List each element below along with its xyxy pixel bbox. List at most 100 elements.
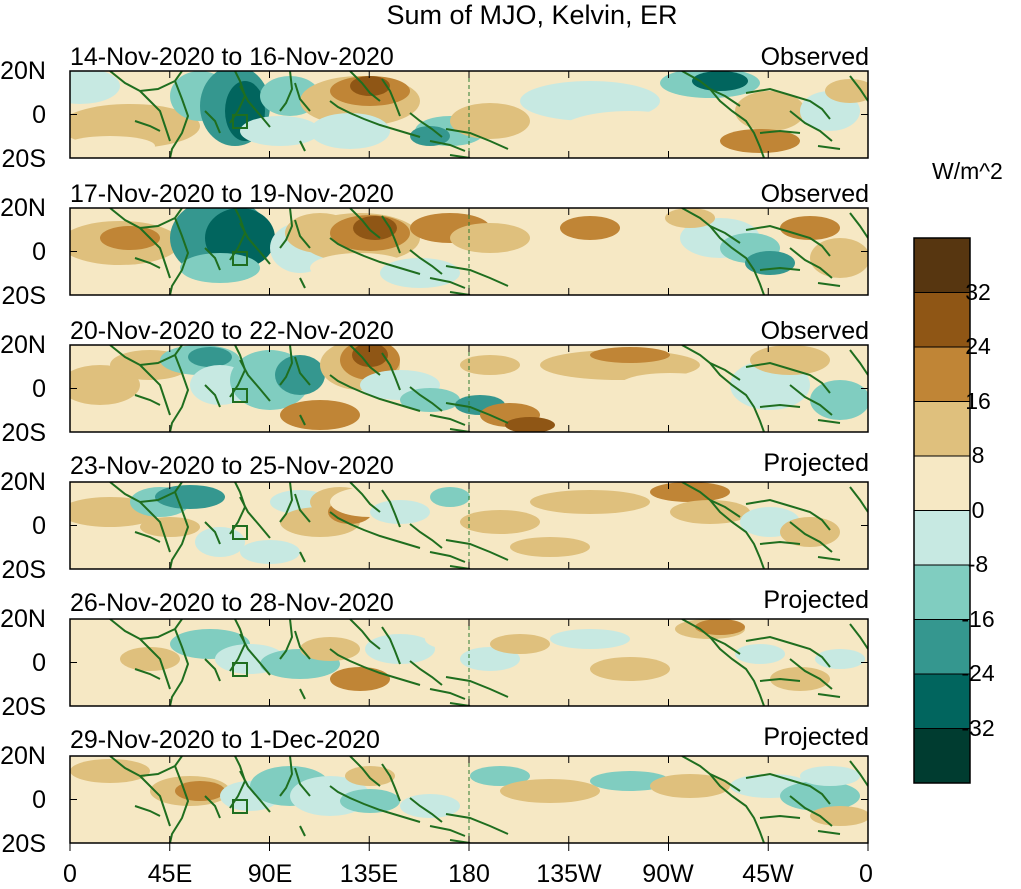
colorbar-label: -8 [967, 551, 989, 577]
anomaly-blob [780, 216, 840, 240]
lat-label-0: 0 [32, 375, 46, 403]
colorbar-swatch [913, 455, 971, 511]
anomaly-blob [460, 355, 520, 375]
colorbar-label: 16 [965, 388, 991, 414]
figure-title: Sum of MJO, Kelvin, ER [386, 0, 678, 30]
anomaly-blob [490, 634, 550, 654]
anomaly-blob [560, 216, 620, 240]
anomaly-blob [560, 111, 700, 151]
anomaly-blob [70, 71, 120, 104]
anomaly-blob [450, 223, 530, 253]
panel-5-status: Projected [763, 586, 869, 614]
anomaly-blob [330, 667, 390, 691]
colorbar-label: 8 [971, 442, 985, 468]
colorbar-swatch [913, 728, 971, 784]
colorbar-label: -32 [961, 715, 995, 741]
anomaly-blob [120, 647, 180, 671]
anomaly-blob [735, 91, 805, 131]
coastlines [109, 208, 868, 295]
anomaly-blob [175, 781, 225, 801]
anomaly-blob [460, 647, 520, 671]
anomaly-blob [620, 373, 720, 397]
lat-label-20s: 20S [1, 693, 46, 721]
colorbar-label: 0 [971, 497, 985, 523]
anomaly-blob [530, 490, 650, 514]
lat-label-20s: 20S [1, 830, 46, 858]
anomaly-blob [590, 347, 670, 363]
anomaly-blob [280, 400, 360, 430]
lon-label-90w: 90W [642, 860, 694, 888]
map-panel-5 [69, 618, 869, 707]
lat-label-0: 0 [32, 786, 46, 814]
coastlines [109, 482, 868, 569]
anomaly-blob [815, 497, 865, 517]
panel-4-status: Projected [763, 449, 869, 477]
lon-label-90e: 90E [247, 860, 293, 888]
anomaly-blob [340, 789, 400, 813]
anomaly-blob [425, 629, 475, 649]
panel-4-dates: 23-Nov-2020 to 25-Nov-2020 [70, 452, 394, 480]
coastlines [109, 619, 868, 706]
anomaly-blob [275, 355, 325, 395]
anomaly-blob [735, 644, 785, 664]
lon-label-45e: 45E [147, 860, 193, 888]
anomaly-blob [665, 208, 715, 228]
anomaly-blob [400, 388, 460, 412]
anomaly-blob [205, 208, 275, 268]
anomaly-blob [650, 774, 730, 798]
anomaly-blob [352, 345, 388, 367]
lat-label-20s: 20S [1, 556, 46, 584]
anomaly-blob [810, 380, 868, 420]
lat-label-20n: 20N [0, 468, 46, 496]
lat-label-20n: 20N [0, 742, 46, 770]
anomaly-blob [345, 766, 395, 786]
colorbar-label: 32 [965, 279, 991, 305]
anomaly-blob [570, 243, 690, 273]
anomaly-blob [410, 126, 450, 146]
lon-label-0: 0 [63, 860, 77, 888]
map-panel-4 [69, 481, 869, 570]
colorbar-units: W/m^2 [932, 158, 1003, 184]
anomaly-blob [140, 517, 200, 537]
anomaly-blob [460, 510, 540, 534]
anomaly-blob [188, 347, 232, 367]
panel-3-dates: 20-Nov-2020 to 22-Nov-2020 [70, 317, 394, 345]
lon-label-180: 180 [448, 860, 490, 888]
panel-1-dates: 14-Nov-2020 to 16-Nov-2020 [70, 43, 394, 71]
lon-label-45w: 45W [742, 860, 794, 888]
anomaly-blob [450, 103, 530, 139]
panel-6-dates: 29-Nov-2020 to 1-Dec-2020 [70, 726, 380, 754]
anomaly-blob [720, 129, 800, 153]
coastlines [109, 71, 868, 158]
lat-label-20n: 20N [0, 194, 46, 222]
anomaly-blob [70, 759, 150, 783]
map-panel-3 [69, 344, 869, 433]
colorbar-swatch [913, 292, 971, 348]
colorbar-swatch [913, 510, 971, 566]
anomaly-blob [750, 345, 830, 375]
lat-label-0: 0 [32, 238, 46, 266]
map-panel-1 [69, 70, 869, 159]
anomaly-blob [240, 540, 300, 564]
anomaly-blob [695, 619, 745, 635]
anomaly-blob [500, 779, 600, 803]
x-axis [69, 843, 869, 851]
panel-5-dates: 26-Nov-2020 to 28-Nov-2020 [70, 589, 394, 617]
anomaly-blob [70, 266, 140, 290]
colorbar-swatch [913, 237, 971, 293]
colorbar-label: 24 [965, 333, 991, 359]
panel-2-dates: 17-Nov-2020 to 19-Nov-2020 [70, 180, 394, 208]
anomaly-blob [650, 482, 730, 502]
colorbar-swatch [913, 401, 971, 457]
lat-label-20s: 20S [1, 282, 46, 310]
anomaly-blob [370, 500, 430, 524]
anomaly-blob [155, 485, 225, 509]
colorbar-frame [913, 237, 971, 784]
lat-label-20n: 20N [0, 331, 46, 359]
coastlines [109, 345, 868, 432]
lon-label-135e: 135E [339, 860, 399, 888]
anomaly-blob [745, 251, 795, 275]
colorbar [913, 237, 971, 784]
anomaly-blob [310, 113, 390, 149]
